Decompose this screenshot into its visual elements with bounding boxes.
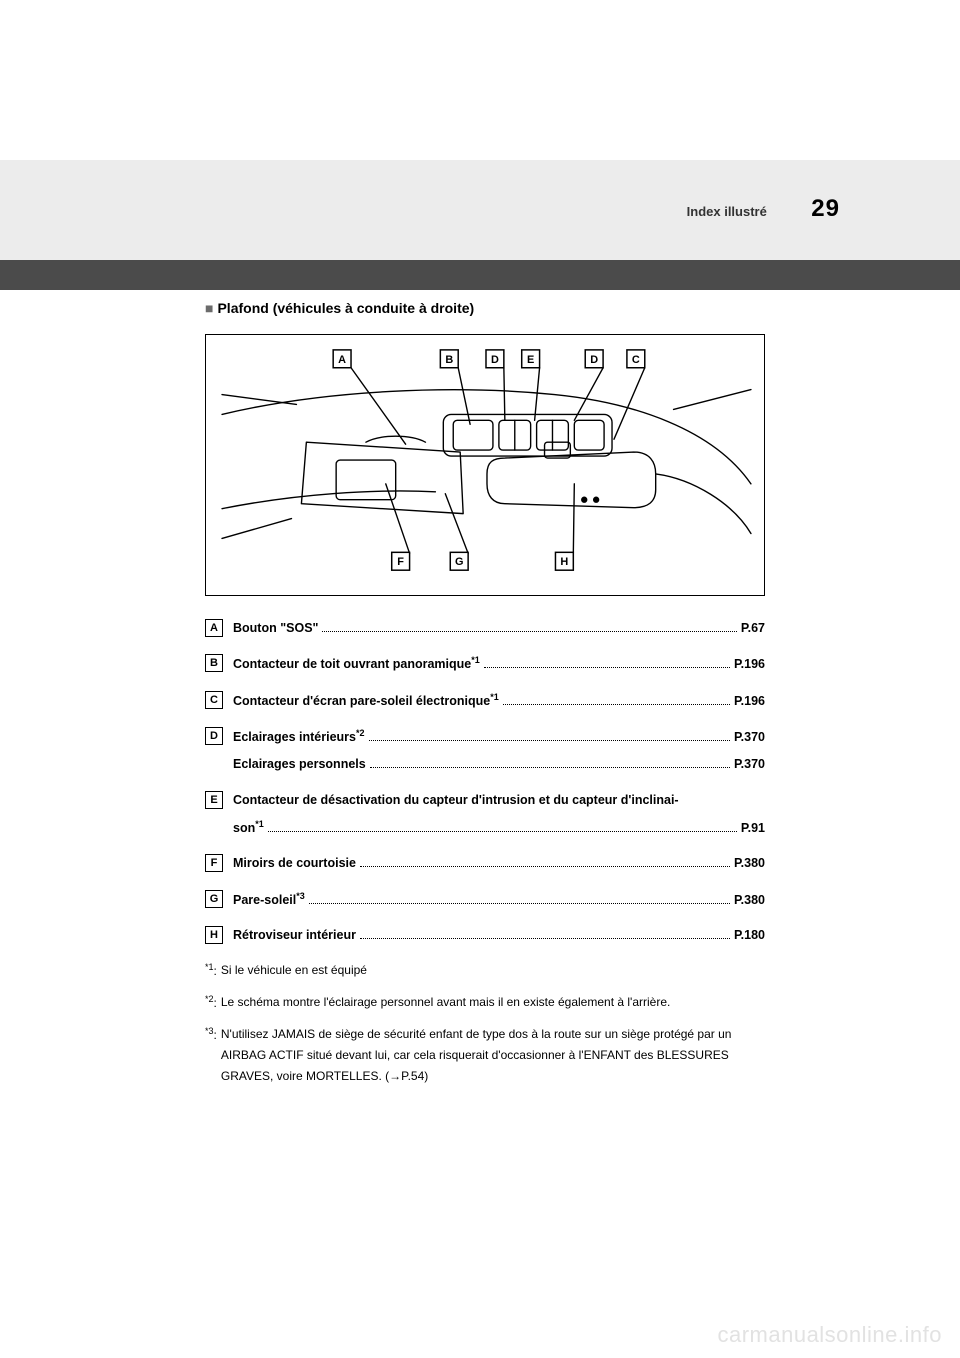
legend-text: son*1 [233,817,264,839]
legend-body: Rétroviseur intérieur P.180 [233,925,765,946]
dot-leader [268,831,737,832]
page-ref: P.67 [741,618,765,639]
dot-leader [360,866,730,867]
legend-item: A Bouton "SOS" P.67 [205,618,765,639]
svg-text:B: B [445,354,453,366]
legend-body: Bouton "SOS" P.67 [233,618,765,639]
square-bullet-icon: ■ [205,300,213,316]
legend-item: H Rétroviseur intérieur P.180 [205,925,765,946]
legend-badge: H [205,926,223,944]
legend-line: Eclairages intérieurs*2 P.370 [233,726,765,748]
legend-text: Bouton "SOS" [233,618,318,639]
legend-line: Eclairages personnels P.370 [233,754,765,775]
svg-text:G: G [455,556,463,568]
legend-item: B Contacteur de toit ouvrant panoramique*… [205,653,765,675]
section-title-text: Plafond (véhicules à conduite à droite) [217,300,474,316]
legend-line: Pare-soleil*3 P.380 [233,889,765,911]
legend-line: Bouton "SOS" P.67 [233,618,765,639]
legend-badge: D [205,727,223,745]
legend-item: C Contacteur d'écran pare-soleil électron… [205,690,765,712]
svg-text:D: D [590,354,598,366]
legend-badge: B [205,654,223,672]
legend-badge: G [205,890,223,908]
footnote-ref: *2 [356,728,365,738]
dot-leader [369,740,730,741]
legend-text: Contacteur de désactivation du capteur d… [233,790,765,811]
legend-item: DEclairages intérieurs*2 P.370Eclairages… [205,726,765,776]
footnote-ref: *1 [471,655,480,665]
legend-text: Contacteur d'écran pare-soleil électroni… [233,690,499,712]
footnote-mark: *3: [205,1024,217,1087]
footnote-text: Si le véhicule en est équipé [221,960,765,982]
legend-line: son*1 P.91 [233,817,765,839]
legend-text: Contacteur de toit ouvrant panoramique*1 [233,653,480,675]
page-ref: P.370 [734,727,765,748]
legend-badge: E [205,791,223,809]
svg-text:A: A [338,354,346,366]
legend-line: Contacteur d'écran pare-soleil électroni… [233,690,765,712]
svg-text:H: H [560,556,568,568]
legend-body: Contacteur de toit ouvrant panoramique*1… [233,653,765,675]
ceiling-diagram: A B D E D C F G H [205,334,765,596]
watermark: carmanualsonline.info [717,1322,942,1348]
legend-line: Miroirs de courtoisie P.380 [233,853,765,874]
dark-band [0,260,960,290]
footnote-mark: *1: [205,960,217,982]
footnote: *2: Le schéma montre l'éclairage personn… [205,992,765,1014]
dot-leader [309,903,730,904]
svg-text:F: F [397,556,404,568]
page-ref: P.196 [734,654,765,675]
page-header: Index illustré 29 [687,195,840,223]
page-ref: P.380 [734,890,765,911]
page-number: 29 [811,195,840,222]
page-ref: P.180 [734,925,765,946]
legend-badge: C [205,691,223,709]
legend-body: Contacteur d'écran pare-soleil électroni… [233,690,765,712]
legend-line: Rétroviseur intérieur P.180 [233,925,765,946]
dot-leader [370,767,730,768]
legend-text: Miroirs de courtoisie [233,853,356,874]
legend-text: Pare-soleil*3 [233,889,305,911]
footnotes: *1: Si le véhicule en est équipé *2: Le s… [205,960,765,1087]
svg-text:C: C [632,354,640,366]
legend-body: Miroirs de courtoisie P.380 [233,853,765,874]
footnote-ref: *1 [490,692,499,702]
footnote-mark: *2: [205,992,217,1014]
legend-body: Contacteur de désactivation du capteur d… [233,790,765,840]
dot-leader [322,631,736,632]
page-ref: P.91 [741,818,765,839]
dot-leader [360,938,730,939]
dot-leader [484,667,730,668]
footnote: *3: N'utilisez JAMAIS de siège de sécuri… [205,1024,765,1087]
svg-text:E: E [527,354,534,366]
page-ref: P.370 [734,754,765,775]
footnote-text: N'utilisez JAMAIS de siège de sécurité e… [221,1024,765,1087]
svg-text:D: D [491,354,499,366]
footnote-ref: *1 [255,819,264,829]
legend-item: G Pare-soleil*3 P.380 [205,889,765,911]
legend-item: F Miroirs de courtoisie P.380 [205,853,765,874]
legend-body: Pare-soleil*3 P.380 [233,889,765,911]
legend-text: Eclairages personnels [233,754,366,775]
dot-leader [503,704,730,705]
legend-badge: A [205,619,223,637]
footnote-text: Le schéma montre l'éclairage personnel a… [221,992,765,1014]
legend-list: A Bouton "SOS" P.67 B Contacteur de toit ou… [205,618,765,946]
section-title: ■Plafond (véhicules à conduite à droite) [205,300,765,316]
page-content: ■Plafond (véhicules à conduite à droite)… [205,300,765,1097]
legend-text: Rétroviseur intérieur [233,925,356,946]
footnote-ref: *3 [296,891,305,901]
section-label: Index illustré [687,204,767,219]
legend-badge: F [205,854,223,872]
page-ref: P.380 [734,853,765,874]
page-ref: P.196 [734,691,765,712]
legend-item: E Contacteur de désactivation du capteur … [205,790,765,840]
legend-text: Eclairages intérieurs*2 [233,726,365,748]
legend-body: Eclairages intérieurs*2 P.370Eclairages … [233,726,765,776]
footnote: *1: Si le véhicule en est équipé [205,960,765,982]
legend-line: Contacteur de toit ouvrant panoramique*1… [233,653,765,675]
